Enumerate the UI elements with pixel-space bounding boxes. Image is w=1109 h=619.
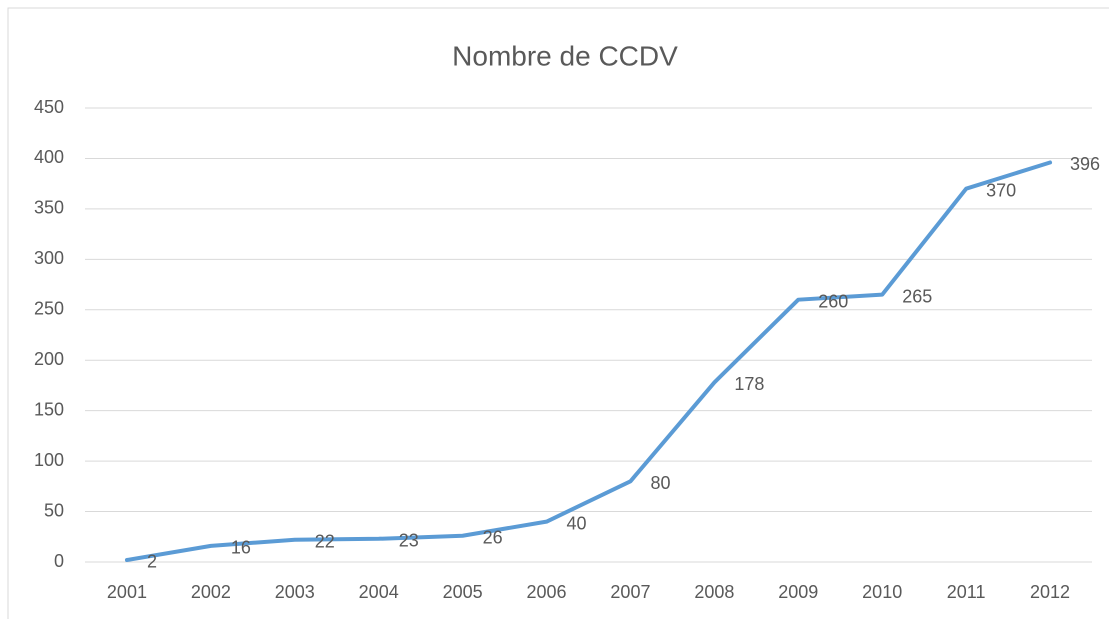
data-label: 26 bbox=[483, 528, 503, 548]
data-label: 16 bbox=[231, 538, 251, 558]
data-label: 40 bbox=[567, 513, 587, 533]
chart-title: Nombre de CCDV bbox=[452, 40, 678, 71]
x-tick-label: 2010 bbox=[862, 582, 902, 602]
x-tick-label: 2005 bbox=[443, 582, 483, 602]
y-tick-label: 300 bbox=[34, 248, 64, 268]
data-label: 260 bbox=[818, 291, 848, 311]
x-tick-label: 2002 bbox=[191, 582, 231, 602]
x-tick-label: 2007 bbox=[610, 582, 650, 602]
x-tick-label: 2008 bbox=[694, 582, 734, 602]
data-label: 370 bbox=[986, 180, 1016, 200]
x-tick-label: 2011 bbox=[947, 582, 986, 602]
x-tick-label: 2009 bbox=[778, 582, 818, 602]
y-tick-label: 200 bbox=[34, 349, 64, 369]
data-label: 22 bbox=[315, 532, 335, 552]
x-tick-label: 2004 bbox=[359, 582, 399, 602]
y-tick-label: 350 bbox=[34, 198, 64, 218]
data-label: 265 bbox=[902, 286, 932, 306]
data-label: 396 bbox=[1070, 154, 1100, 174]
y-tick-label: 0 bbox=[54, 551, 64, 571]
data-label: 2 bbox=[147, 552, 157, 572]
data-label: 23 bbox=[399, 531, 419, 551]
chart-border bbox=[7, 7, 1109, 619]
x-tick-label: 2006 bbox=[527, 582, 567, 602]
y-tick-label: 250 bbox=[34, 299, 64, 319]
y-tick-label: 100 bbox=[34, 450, 64, 470]
x-tick-label: 2003 bbox=[275, 582, 315, 602]
y-tick-label: 400 bbox=[34, 147, 64, 167]
data-line bbox=[124, 160, 1053, 562]
data-label: 80 bbox=[650, 473, 670, 493]
data-label: 178 bbox=[734, 374, 764, 394]
y-tick-label: 150 bbox=[34, 399, 64, 419]
y-tick-label: 450 bbox=[34, 97, 64, 117]
x-tick-label: 2012 bbox=[1030, 582, 1070, 602]
y-tick-label: 50 bbox=[44, 500, 64, 520]
x-tick-label: 2001 bbox=[107, 582, 147, 602]
